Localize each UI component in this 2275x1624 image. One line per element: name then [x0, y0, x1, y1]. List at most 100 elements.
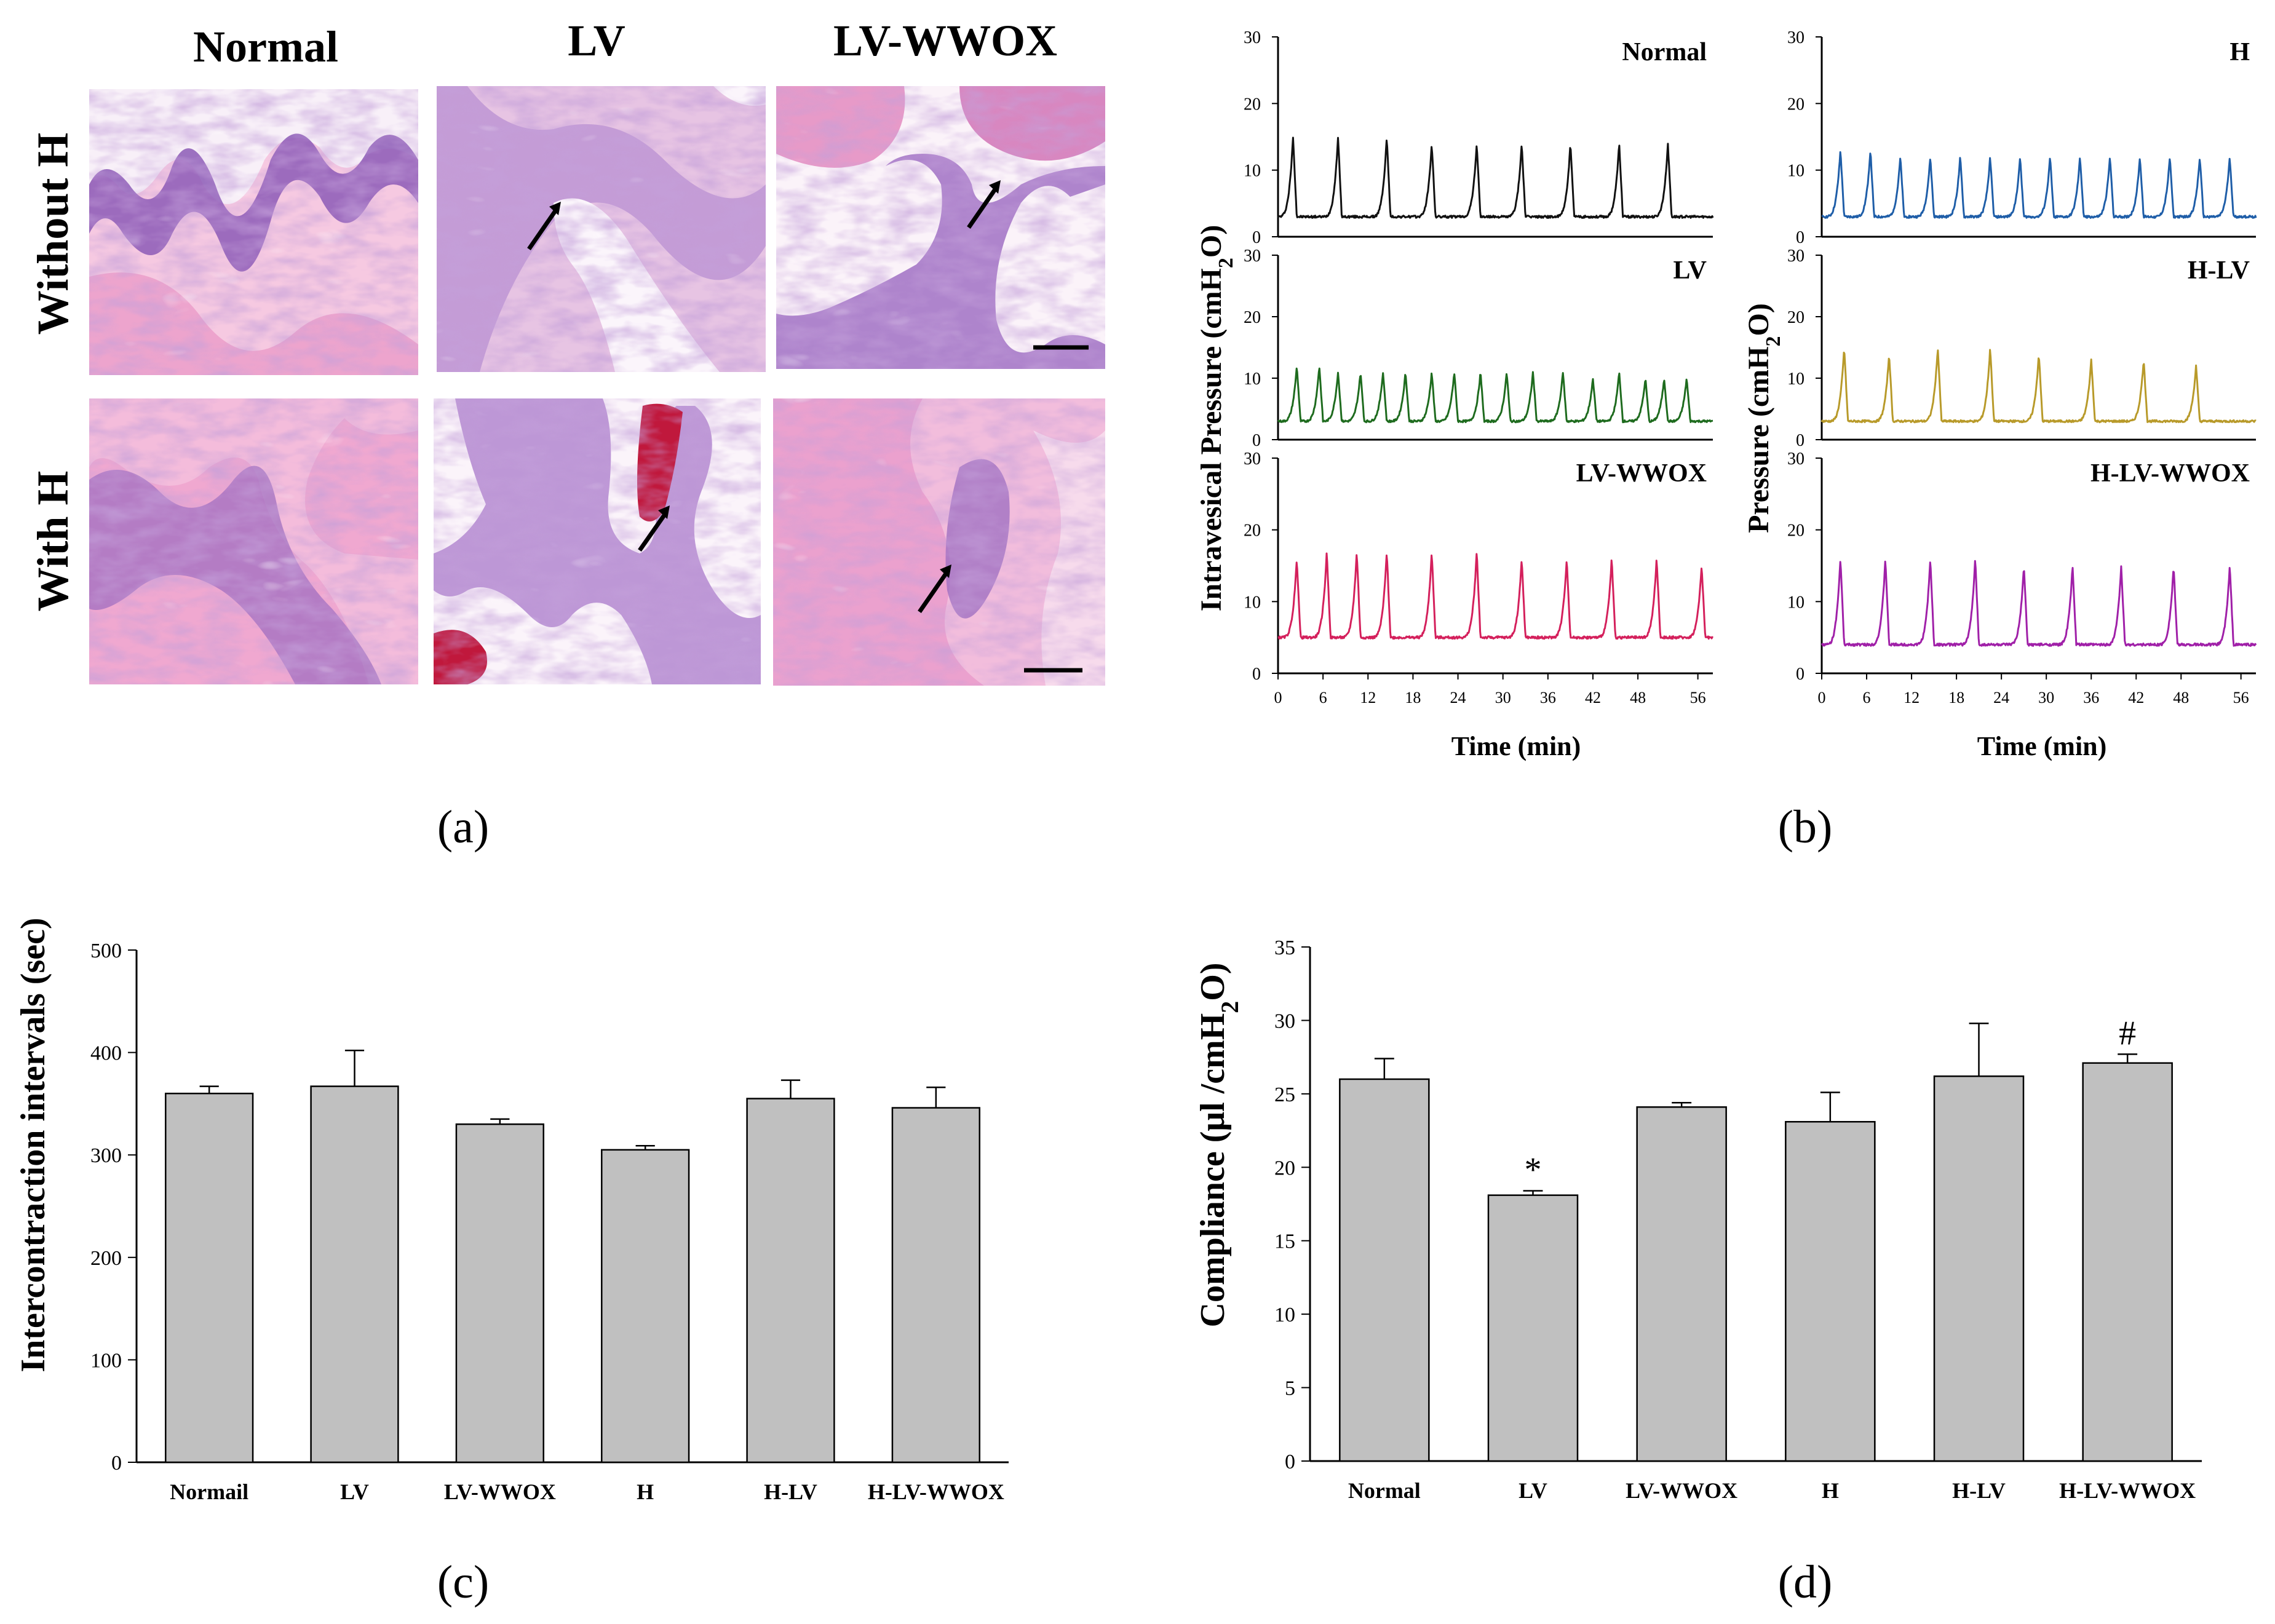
y-tick-label: 20 [1244, 308, 1261, 327]
trace-label: Normal [1622, 38, 1707, 66]
y-tick-label: 5 [1285, 1377, 1295, 1400]
x-tick-label: 30 [2038, 689, 2054, 707]
category-label: H-LV [764, 1479, 817, 1504]
cystometry-left-ylabel: Intravesical Pressure (cmH2O) [1195, 225, 1237, 611]
significance-marker: # [2119, 1014, 2136, 1052]
y-tick-label: 100 [90, 1349, 122, 1372]
y-tick-label: 30 [1244, 28, 1261, 47]
chart-c-plot: 0 100 200 300 400 500 Normail LV LV-WWOX H H-LV H-L… [90, 940, 1009, 1504]
x-tick-label: 12 [1360, 689, 1376, 707]
category-label: H-LV-WWOX [868, 1479, 1004, 1504]
bar-normail [165, 1092, 254, 1464]
bar-h-lv [1933, 1075, 2025, 1462]
trace-label: H-LV-WWOX [2090, 459, 2250, 488]
intercontraction-chart: 0 100 200 300 400 500 Normail LV LV-WWOX H H-LV H-L… [14, 917, 1009, 1608]
y-tick-label: 10 [1787, 593, 1805, 612]
x-tick-label: 56 [2233, 689, 2249, 707]
histology-tile-lv-wwox-without-h [776, 86, 1105, 369]
category-label: Normail [170, 1479, 248, 1504]
histology-tile-normal-with-h [89, 398, 418, 684]
ylabel-tail: O) [1742, 303, 1775, 336]
y-tick-label: 500 [90, 940, 122, 962]
y-tick-label: 0 [111, 1452, 122, 1475]
histology-tile-lv-with-h [434, 398, 761, 684]
y-tick-label: 25 [1274, 1083, 1295, 1106]
chart-c-ylabel: Intercontraction intervals (sec) [14, 917, 52, 1372]
x-tick-label: 24 [1993, 689, 2009, 707]
panel-label-c: (c) [437, 1556, 489, 1608]
y-tick-label: 35 [1274, 937, 1295, 959]
trace-label: LV-WWOX [1576, 459, 1707, 488]
x-tick-label: 0 [1818, 689, 1826, 707]
x-tick-label: 48 [2173, 689, 2189, 707]
pressure-waveform [1820, 560, 2257, 647]
panel-label-a: (a) [437, 801, 489, 853]
y-tick-label: 20 [1274, 1157, 1295, 1179]
x-tick-label: 48 [1630, 689, 1646, 707]
trace-label: H [2229, 38, 2250, 66]
x-tick-label: 30 [1495, 689, 1511, 707]
arrow-icon [918, 571, 949, 613]
y-tick-label: 10 [1787, 162, 1805, 181]
x-tick-label: 42 [2128, 689, 2144, 707]
trace-lv-wwox: 0 10 20 30 LV-WWOX 0 6 12 18 24 30 36 42 48 56 [1244, 450, 1714, 707]
pressure-waveform [1277, 367, 1713, 424]
arrow-head-icon [658, 505, 670, 519]
cystometry-left-column: 0 10 20 30 Normal 0 10 20 30 LV 0 10 20 30 LV-WWOX 0 6 12… [1244, 28, 1714, 707]
y-tick-label: 20 [1244, 95, 1261, 114]
y-tick-label: 30 [1787, 28, 1805, 47]
category-label: LV [1519, 1478, 1547, 1503]
bar-h-lv [746, 1098, 835, 1464]
histology-panel: Normal LV LV-WWOX Without H With H [28, 16, 1105, 853]
pressure-waveform [1277, 552, 1714, 640]
bar-h [1785, 1120, 1876, 1462]
category-label: H-LV-WWOX [2059, 1478, 2196, 1503]
y-tick-label: 10 [1787, 370, 1805, 389]
ylabel-tail: O) [1194, 963, 1232, 1001]
y-tick-label: 0 [1252, 665, 1261, 684]
y-tick-label: 0 [1796, 665, 1805, 684]
bar-lv [310, 1085, 399, 1464]
histology-tile-lv-wwox-with-h [773, 398, 1105, 686]
category-label: H [1822, 1478, 1839, 1503]
y-tick-label: 0 [1252, 228, 1261, 247]
x-tick-label: 36 [1540, 689, 1556, 707]
y-tick-label: 0 [1285, 1451, 1295, 1473]
panel-label-d: (d) [1778, 1556, 1833, 1608]
arrow-head-icon [940, 564, 951, 578]
arrow-icon [638, 512, 667, 552]
ylabel-main: Intravesical Pressure (cmH [1195, 268, 1228, 611]
category-label: H [637, 1479, 654, 1504]
x-tick-label: 6 [1863, 689, 1871, 707]
chart-d-ylabel: Compliance (μl /cmH2O) [1194, 963, 1244, 1328]
category-label: Normal [1348, 1478, 1421, 1503]
y-tick-label: 10 [1244, 593, 1261, 612]
pressure-waveform [1821, 151, 2257, 219]
trace-normal: 0 10 20 30 Normal [1244, 28, 1714, 247]
bar-h-lv-wwox [891, 1107, 980, 1464]
category-label: LV-WWOX [444, 1479, 556, 1504]
significance-marker: * [1525, 1151, 1542, 1189]
y-tick-label: 20 [1787, 95, 1805, 114]
trace-h-lv-wwox: 0 10 20 30 H-LV-WWOX 0 6 12 18 24 30 36 42 48 56 [1787, 450, 2257, 707]
cystometry-right-xlabel: Time (min) [1977, 731, 2107, 761]
y-tick-label: 20 [1787, 521, 1805, 541]
x-tick-label: 36 [2083, 689, 2099, 707]
bar-normal [1339, 1078, 1430, 1462]
arrow-icon [967, 186, 998, 229]
histology-tile-lv-without-h [437, 86, 766, 372]
pressure-waveform [1820, 349, 2257, 424]
arrow-icon [527, 208, 558, 250]
x-tick-label: 18 [1405, 689, 1421, 707]
ylabel-subscript: 2 [1762, 336, 1785, 346]
panel-label-b: (b) [1778, 801, 1833, 853]
bar-h-lv-wwox [2082, 1062, 2173, 1462]
compliance-chart: 0 5 10 15 20 25 30 35 Normal LV * LV-WWOX H H-LV H-LV-… [1194, 937, 2202, 1608]
y-tick-label: 30 [1787, 450, 1805, 469]
bar-lv [1487, 1194, 1579, 1462]
histology-tile-normal-without-h [89, 89, 418, 375]
y-tick-label: 300 [90, 1144, 122, 1167]
ylabel-main: Pressure (cmH [1742, 346, 1775, 533]
y-tick-label: 0 [1252, 431, 1261, 450]
